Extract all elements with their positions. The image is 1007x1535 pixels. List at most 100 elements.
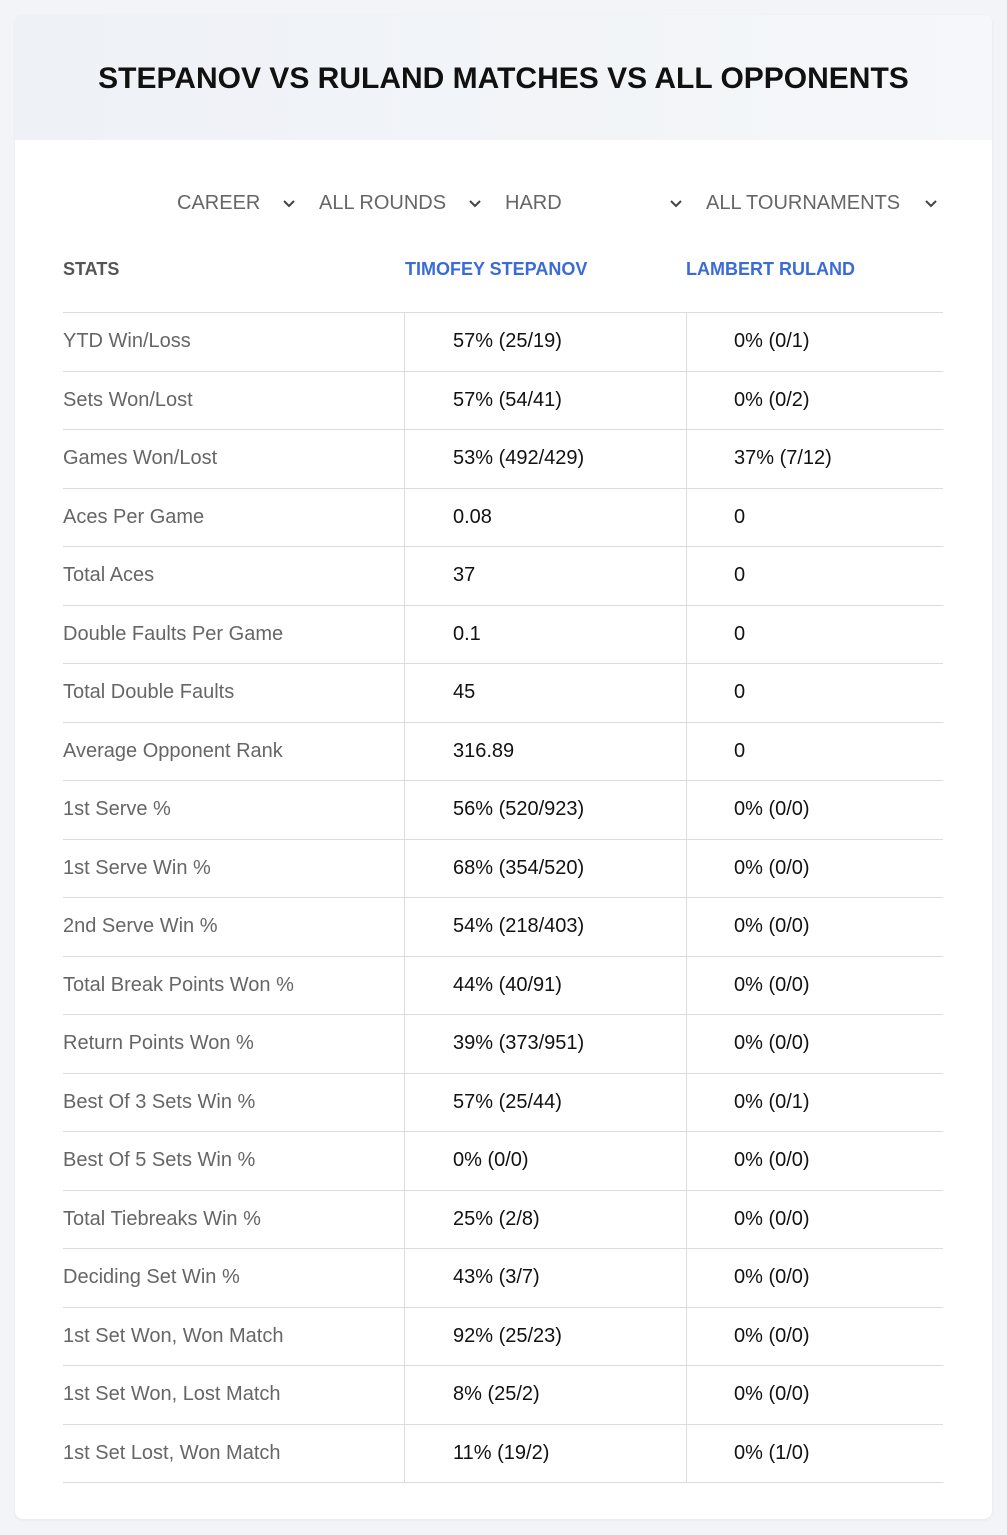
table-row: Average Opponent Rank 316.89 0 bbox=[63, 723, 943, 781]
stat-label: Best Of 3 Sets Win % bbox=[63, 1090, 256, 1113]
column-divider bbox=[404, 312, 405, 1482]
chevron-icon bbox=[283, 200, 295, 208]
page-title: STEPANOV VS RULAND MATCHES VS ALL OPPONE… bbox=[98, 62, 909, 95]
stat-value: 0 bbox=[734, 564, 746, 586]
stat-value: 45 bbox=[453, 681, 476, 703]
stat-value: 54% (218/403) bbox=[453, 915, 585, 937]
stat-label: Return Points Won % bbox=[63, 1032, 254, 1054]
stat-label: 1st Set Lost, Won Match bbox=[63, 1441, 281, 1464]
stat-label: 1st Set Won, Won Match bbox=[63, 1324, 284, 1347]
stat-value: 0 bbox=[734, 739, 746, 762]
table-row: Return Points Won % 39% (373/951) 0% (0/0) bbox=[63, 1015, 943, 1074]
stat-value: 0% (0/0) bbox=[734, 915, 810, 937]
stat-value: 0% (0/2) bbox=[734, 388, 810, 411]
stat-label: Aces Per Game bbox=[63, 505, 205, 528]
card: STEPANOV VS RULAND MATCHES VS ALL OPPONE… bbox=[15, 15, 992, 1519]
stat-label: Double Faults Per Game bbox=[63, 622, 284, 645]
table-row: Games Won/Lost 53% (492/429) 37% (7/12) bbox=[63, 430, 943, 489]
stat-value: 0 bbox=[734, 681, 746, 703]
stat-value: 0% (0/1) bbox=[734, 1090, 810, 1113]
stat-value: 0% (0/0) bbox=[734, 1207, 810, 1230]
stat-value: 0% (0/0) bbox=[734, 1032, 810, 1054]
stat-label: Sets Won/Lost bbox=[63, 388, 193, 411]
chevron bbox=[670, 200, 682, 208]
stat-value: 57% (25/19) bbox=[453, 330, 562, 352]
stat-label: Deciding Set Win % bbox=[63, 1266, 240, 1288]
chevron bbox=[283, 200, 295, 208]
stat-value: 0% (0/0) bbox=[734, 798, 810, 820]
stat-value: 0% (0/0) bbox=[734, 856, 810, 879]
table-top-border bbox=[63, 312, 943, 313]
stat-value: 0% (0/0) bbox=[734, 1149, 810, 1171]
stat-label: 2nd Serve Win % bbox=[63, 915, 218, 937]
stat-value: 53% (492/429) bbox=[453, 447, 585, 469]
stat-value: 37 bbox=[453, 564, 476, 586]
stat-value: 11% (19/2) bbox=[453, 1441, 550, 1464]
stat-value: 43% (3/7) bbox=[453, 1266, 540, 1288]
table-row: 1st Set Lost, Won Match 11% (19/2) 0% (1/0… bbox=[63, 1425, 943, 1483]
stat-value: 0 bbox=[734, 622, 746, 645]
table-row: Total Tiebreaks Win % 25% (2/8) 0% (0/0) bbox=[63, 1191, 943, 1249]
table-row: 1st Set Won, Lost Match 8% (25/2) 0% (0/0) bbox=[63, 1366, 943, 1425]
stat-label: 1st Set Won, Lost Match bbox=[63, 1383, 281, 1405]
column-header: TIMOFEY STEPANOV bbox=[405, 259, 588, 279]
stat-value: 56% (520/923) bbox=[453, 798, 585, 820]
stat-value: 0.08 bbox=[453, 505, 492, 528]
table-row: Deciding Set Win % 43% (3/7) 0% (0/0) bbox=[63, 1249, 943, 1308]
header-band bbox=[15, 15, 992, 140]
column-header: STATS bbox=[63, 259, 120, 279]
stat-value: 37% (7/12) bbox=[734, 447, 832, 469]
stat-label: 1st Serve Win % bbox=[63, 856, 211, 879]
stat-label: Best Of 5 Sets Win % bbox=[63, 1149, 256, 1171]
stat-label: Total Tiebreaks Win % bbox=[63, 1207, 261, 1230]
chevron bbox=[925, 200, 937, 208]
column-divider bbox=[686, 312, 687, 1482]
stat-value: 92% (25/23) bbox=[453, 1324, 562, 1347]
column-header: LAMBERT RULAND bbox=[686, 259, 855, 279]
filter-label: CAREER bbox=[177, 192, 261, 214]
table-row: Best Of 3 Sets Win % 57% (25/44) 0% (0/1) bbox=[63, 1074, 943, 1132]
stat-value: 0% (0/1) bbox=[734, 330, 810, 352]
filter-label: ALL ROUNDS bbox=[319, 192, 447, 214]
stat-value: 39% (373/951) bbox=[453, 1032, 585, 1054]
stat-label: YTD Win/Loss bbox=[63, 330, 191, 352]
filter-label: ALL TOURNAMENTS bbox=[706, 192, 901, 214]
table-row: Best Of 5 Sets Win % 0% (0/0) 0% (0/0) bbox=[63, 1132, 943, 1191]
stat-value: 0% (0/0) bbox=[453, 1149, 529, 1171]
table-row: Sets Won/Lost 57% (54/41) 0% (0/2) bbox=[63, 372, 943, 430]
table-row: Total Break Points Won % 44% (40/91) 0% (0… bbox=[63, 957, 943, 1015]
stat-value: 8% (25/2) bbox=[453, 1383, 540, 1405]
filter-dropdown[interactable]: CAREER bbox=[177, 191, 303, 217]
table-row: Double Faults Per Game 0.1 0 bbox=[63, 606, 943, 664]
stat-value: 68% (354/520) bbox=[453, 856, 585, 879]
stat-value: 44% (40/91) bbox=[453, 973, 562, 996]
stat-label: Total Double Faults bbox=[63, 681, 235, 703]
stat-label: 1st Serve % bbox=[63, 798, 171, 820]
chevron-icon bbox=[469, 200, 481, 208]
stat-value: 0 bbox=[734, 505, 746, 528]
stat-value: 0% (0/0) bbox=[734, 1324, 810, 1347]
table-row: 1st Set Won, Won Match 92% (25/23) 0% (0/0… bbox=[63, 1308, 943, 1366]
stat-value: 0% (1/0) bbox=[734, 1441, 810, 1464]
filter-label: HARD bbox=[505, 192, 562, 214]
stat-label: Average Opponent Rank bbox=[63, 739, 283, 762]
table-row: Aces Per Game 0.08 0 bbox=[63, 489, 943, 547]
stat-value: 0.1 bbox=[453, 622, 481, 645]
chevron-icon bbox=[670, 200, 682, 208]
chevron bbox=[469, 200, 481, 208]
table-row: 1st Serve % 56% (520/923) 0% (0/0) bbox=[63, 781, 943, 840]
filter-dropdown[interactable]: ALL TOURNAMENTS bbox=[706, 191, 945, 217]
filter-dropdown[interactable]: HARD bbox=[505, 191, 690, 217]
table-row: Total Double Faults 45 0 bbox=[63, 664, 943, 723]
chevron-icon bbox=[925, 200, 937, 208]
table-row: YTD Win/Loss 57% (25/19) 0% (0/1) bbox=[63, 313, 943, 372]
stat-label: Total Break Points Won % bbox=[63, 973, 294, 996]
stat-value: 57% (54/41) bbox=[453, 388, 562, 411]
stat-value: 0% (0/0) bbox=[734, 1266, 810, 1288]
stat-label: Games Won/Lost bbox=[63, 447, 218, 469]
stat-value: 0% (0/0) bbox=[734, 1383, 810, 1405]
stat-value: 57% (25/44) bbox=[453, 1090, 562, 1113]
filter-dropdown[interactable]: ALL ROUNDS bbox=[319, 191, 489, 217]
stat-value: 25% (2/8) bbox=[453, 1207, 540, 1230]
